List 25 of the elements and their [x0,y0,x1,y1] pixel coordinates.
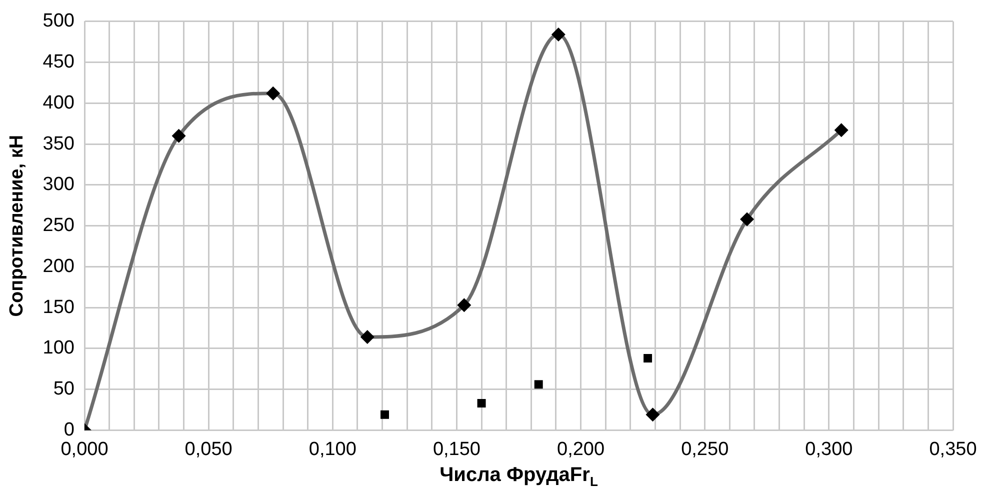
x-tick-label: 0,150 [432,438,480,460]
x-tick-label: 0,250 [681,438,729,460]
point [380,410,389,419]
x-tick-label: 0,300 [805,438,853,460]
x-tick-label: 0,100 [308,438,356,460]
y-tick-label: 500 [42,10,74,32]
point [534,380,543,389]
point [477,398,486,408]
y-tick-label: 50 [53,378,74,400]
x-tick-label: 0,000 [60,438,108,460]
point [644,354,652,362]
x-tick-label: 0,350 [929,438,977,460]
y-tick-label: 300 [42,174,74,196]
y-tick-label: 150 [42,296,74,318]
y-tick-label: 100 [42,338,74,359]
y-tick-label: 250 [42,215,74,236]
x-axis-title: Числа ФрудаFr$_{L}$ [440,464,598,490]
y-tick-label: 400 [42,92,74,114]
y-tick-label: 0 [64,419,74,440]
y-tick-label: 200 [42,256,74,277]
y-tick-label: 350 [42,133,74,154]
y-tick-label: 450 [42,52,74,73]
x-tick-label: 0,200 [557,438,605,460]
y-axis-title: Сопротивление, кН [6,134,28,317]
x-tick-label: 0,050 [184,438,232,460]
